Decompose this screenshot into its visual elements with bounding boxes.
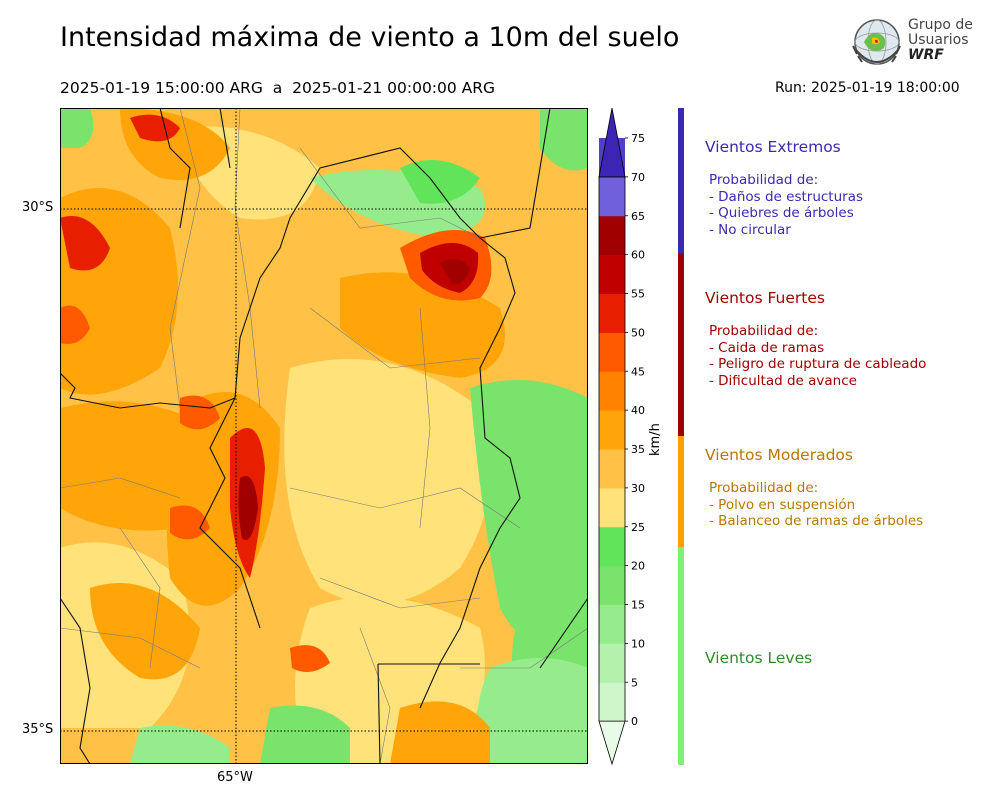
colorbar-tick-label: 70 [631,171,645,184]
colorbar-tick-label: 25 [631,521,645,534]
colorbar-segment [599,254,625,294]
globe-icon [852,19,901,65]
colorbar-segment [599,293,625,333]
colorbar-segment [599,332,625,372]
colorbar: 05101520253035404550556065707580 [598,108,645,766]
wind-zone-green [470,380,588,644]
lon-label-65w: 65°W [217,770,253,785]
colorbar-tick-label: 0 [631,715,638,728]
colorbar-tick-label: 30 [631,482,645,495]
colorbar-tick-label: 55 [631,288,645,301]
colorbar-segment [599,176,625,217]
wind-intensity-map [60,108,588,764]
colorbar-tick-label: 35 [631,443,645,456]
colorbar-tick-label: 40 [631,404,645,417]
colorbar-segment [599,449,625,489]
lat-label-35s: 35°S [22,722,54,737]
province-borders [60,108,588,764]
colorbar-segment [599,604,625,644]
category-vientos-extremos: Vientos Extremos Probabilidad de: - Daño… [705,138,995,238]
category-title: Vientos Fuertes [705,289,825,307]
colorbar-tick-label: 10 [631,637,645,650]
colorbar-arrow-low [598,720,626,766]
category-bar-extremos [678,108,684,253]
colorbar-segment [599,215,625,256]
country-borders [60,108,588,764]
colorbar-segment [599,371,625,411]
colorbar-tick-label: 15 [631,599,645,612]
colorbar-segment [599,526,625,567]
colorbar-segment [599,682,625,722]
colorbar-tick-label: 45 [631,365,645,378]
category-bar-moderados [678,436,684,547]
grupo-usuarios-wrf-logo: Grupo de Usuarios WRF [848,16,973,76]
category-bar-leves [678,547,684,765]
logo-text: Grupo de Usuarios WRF [908,17,973,63]
colorbar-tick-label: 20 [631,560,645,573]
colorbar-segment [599,410,625,450]
colorbar-tick-label: 65 [631,210,645,223]
page-title: Intensidad máxima de viento a 10m del su… [60,22,680,53]
colorbar-tick-label: 50 [631,326,645,339]
colorbar-tick-label: 60 [631,249,645,262]
run-time: Run: 2025-01-19 18:00:00 [775,80,960,96]
lat-label-30s: 30°S [22,200,54,215]
colorbar-segment [599,643,625,683]
date-range: 2025-01-19 15:00:00 ARG a 2025-01-21 00:… [60,79,496,97]
colorbar-unit: km/h [648,423,663,456]
colorbar-segment [599,487,625,528]
category-title: Vientos Leves [705,649,813,667]
map-frame [60,108,588,764]
category-vientos-leves: Vientos Leves [705,649,995,667]
category-title: Vientos Moderados [705,446,853,464]
category-title: Vientos Extremos [705,138,841,156]
colorbar-segment [599,565,625,605]
colorbar-tick-label: 5 [631,676,638,689]
category-vientos-fuertes: Vientos Fuertes Probabilidad de: - Caida… [705,289,995,389]
wind-zone-yellow [284,359,492,604]
category-bar-fuertes [678,253,684,436]
category-vientos-moderados: Vientos Moderados Probabilidad de: - Pol… [705,446,995,530]
colorbar-tick-label: 75 [631,132,645,145]
